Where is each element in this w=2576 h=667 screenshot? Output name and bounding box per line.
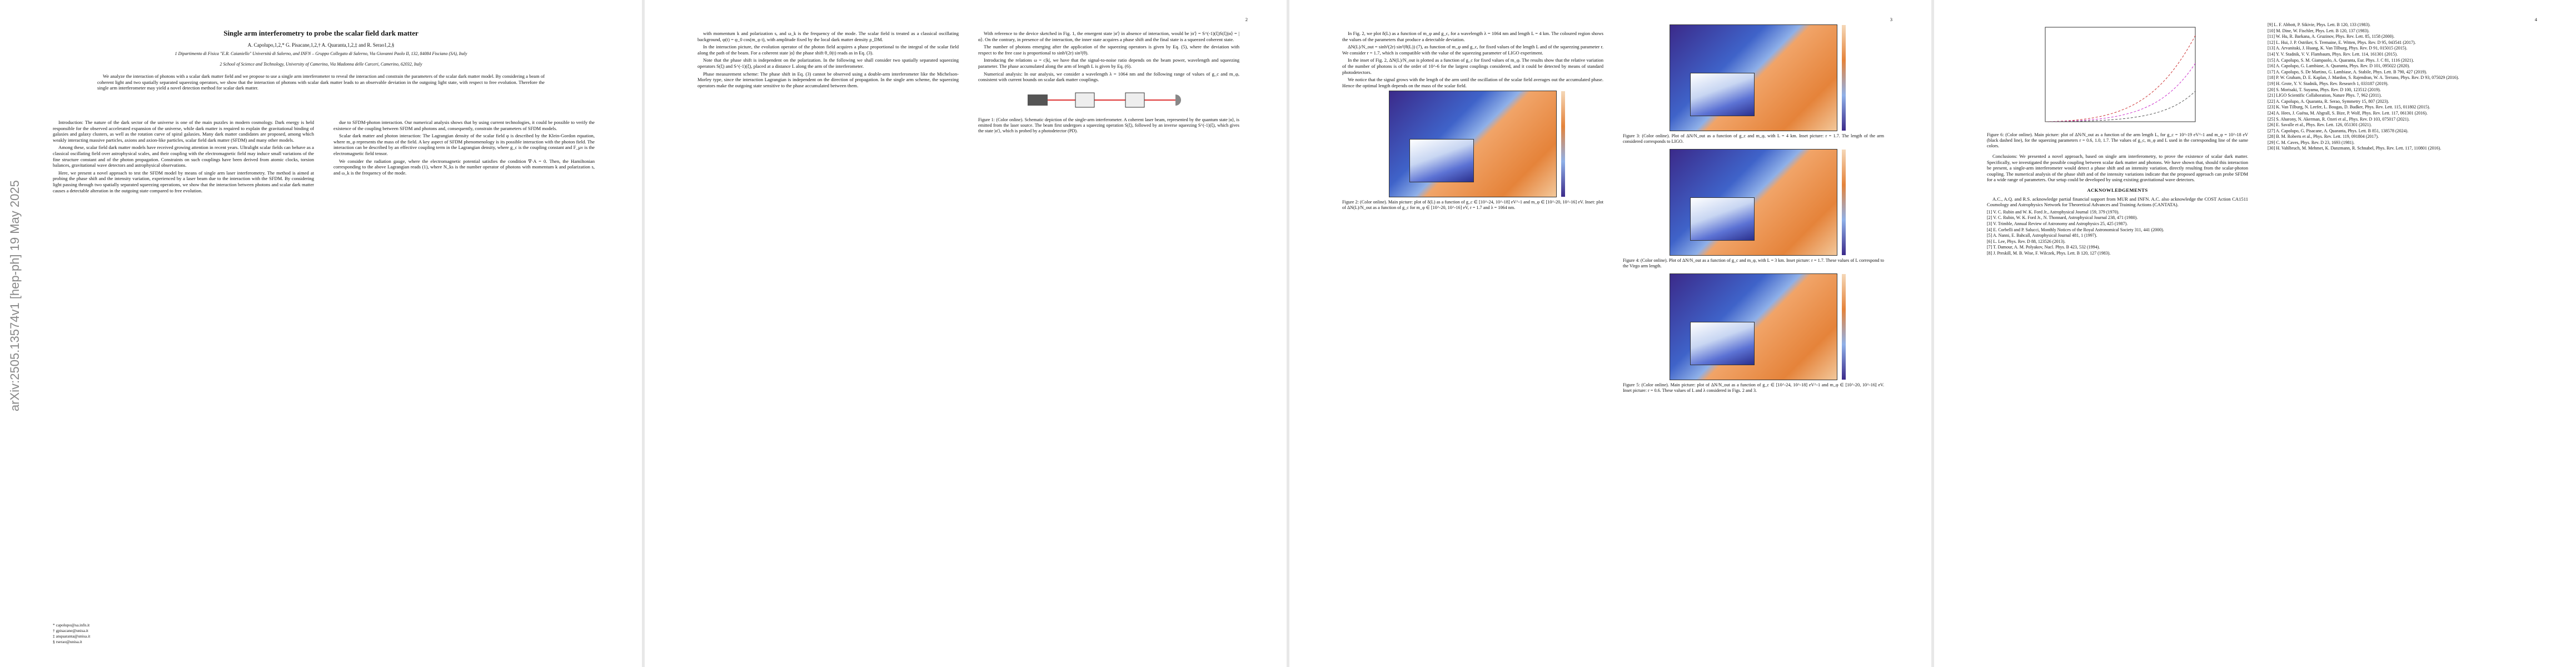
reference: [9] L. F. Abbott, P. Sikivie, Phys. Lett… <box>2268 22 2371 27</box>
paragraph: Among these, scalar field dark matter mo… <box>53 145 314 168</box>
reference: [25] S. Aharony, N. Akerman, R. Ozeri et… <box>2268 116 2410 122</box>
paragraph: Numerical analysis: In our analysis, we … <box>978 71 1239 83</box>
figure-caption: Figure 3: (Color online). Plot of ΔN/N_o… <box>1623 133 1884 144</box>
paragraph: In Fig. 2, we plot δ(L) as a function of… <box>1342 31 1603 42</box>
paragraph: ΔN(L)/N_out = sinh²(2r) sin²(θ(L)) (7), … <box>1342 44 1603 56</box>
figure-schematic <box>1028 92 1181 108</box>
figure-plot <box>1389 91 1565 198</box>
section-heading: ACKNOWLEDGEMENTS <box>2087 187 2148 193</box>
footnote: § rserao@unisa.it <box>53 639 82 644</box>
reference: [10] M. Dine, W. Fischler, Phys. Lett. B… <box>2268 28 2370 33</box>
reference: [22] A. Capolupo, A. Quaranta, R. Serao,… <box>2268 98 2389 104</box>
footnote: † gpisacane@unisa.it <box>53 628 88 633</box>
colorbar <box>1842 274 1846 380</box>
paragraph: Here, we present a novel approach to tes… <box>53 170 314 193</box>
reference: [8] J. Preskill, M. B. Wise, F. Wilczek,… <box>1987 250 2111 256</box>
column: due to SFDM-photon interaction. Our nume… <box>333 120 595 177</box>
reference: [12] L. Hui, J. P. Ostriker, S. Tremaine… <box>2268 39 2416 45</box>
footnote: * capolupo@sa.infn.it <box>53 623 90 628</box>
reference: [5] A. Nanni, E. Bahcall, Astrophysical … <box>1987 233 2097 238</box>
column: With reference to the device sketched in… <box>978 31 1239 138</box>
reference: [28] B. M. Roberts et al., Phys. Rev. Le… <box>2268 134 2379 140</box>
reference: [29] C. M. Caves, Phys. Rev. D 23, 1693 … <box>2268 140 2355 145</box>
column: Figure 6: (Color online). Main picture: … <box>1987 22 2248 257</box>
authors: A. Capolupo,1,2,* G. Pisacane,1,2,† A. Q… <box>247 42 395 48</box>
reference: [27] A. Capolupo, G. Pisacane, A. Quaran… <box>2268 128 2409 133</box>
figure-caption: Figure 5: (Color online). Main picture: … <box>1623 382 1884 393</box>
reference: [19] H. Grote, Y. V. Stadnik, Phys. Rev.… <box>2268 81 2389 86</box>
column: with momentum k and polarization s, and … <box>697 31 959 90</box>
reference: [14] Y. V. Stadnik, V. V. Flambaum, Phys… <box>2268 51 2398 57</box>
reference: [1] V. C. Rubin and W. K. Ford Jr., Astr… <box>1987 209 2120 215</box>
reference: [15] A. Capolupo, S. M. Giampaolo, A. Qu… <box>2268 57 2414 63</box>
page-number: 4 <box>2534 17 2537 22</box>
reference: [30] H. Vahlbruch, M. Mehmet, K. Danzman… <box>2268 146 2442 151</box>
reference: [6] L. Lee, Phys. Rev. D 88, 123526 (201… <box>1987 238 2066 244</box>
paragraph: with momentum k and polarization s, and … <box>697 31 959 42</box>
figure-plot <box>1670 149 1846 256</box>
figure-caption: Figure 2: (Color online). Main picture: … <box>1342 200 1603 211</box>
reference: [18] P. W. Graham, D. E. Kaplan, J. Mard… <box>2268 75 2459 81</box>
figure-inset <box>1690 321 1755 365</box>
footnote: ‡ anquaranta@unisa.it <box>53 634 91 639</box>
column: [9] L. F. Abbott, P. Sikivie, Phys. Lett… <box>2268 22 2529 152</box>
abstract: We analyze the interaction of photons wi… <box>97 73 545 91</box>
colorbar <box>1561 91 1565 197</box>
paragraph: Note that the phase shift is independent… <box>697 57 959 69</box>
paragraph: Conclusions: We presented a novel approa… <box>1987 153 2248 183</box>
figure-plot <box>1670 24 1846 131</box>
figure-caption: Figure 1: (Color online). Schematic depi… <box>978 117 1239 133</box>
page: 2 with momentum k and polarization s, and… <box>645 0 1287 667</box>
paragraph: In the inset of Fig. 2, ΔN(L)/N_out is p… <box>1342 57 1603 75</box>
paragraph: Introducing the relations ω = c|k|, we h… <box>978 57 1239 69</box>
page-number: 3 <box>1890 17 1892 22</box>
paragraph: Introduction: The nature of the dark sec… <box>53 120 314 143</box>
paragraph: due to SFDM-photon interaction. Our nume… <box>333 120 595 131</box>
reference: [13] A. Arvanitaki, J. Huang, K. Van Til… <box>2268 46 2408 51</box>
figure-inset <box>1690 197 1755 241</box>
colorbar <box>1842 25 1846 131</box>
page: 4 Figure 6: (Color online). Main picture:… <box>1934 0 2576 667</box>
reference: [4] E. Corbelli and P. Salucci, Monthly … <box>1987 227 2164 232</box>
figure-plot <box>2045 27 2196 122</box>
paragraph: Phase measurement scheme: The phase shif… <box>697 71 959 88</box>
figure-plot <box>1670 273 1846 380</box>
arxiv-stamp: arXiv:2505.13574v1 [hep-ph] 19 May 2025 <box>8 180 22 411</box>
reference: [17] A. Capolupo, S. De Martino, G. Lamb… <box>2268 69 2427 74</box>
reference: [21] LIGO Scientific Collaboration, Natu… <box>2268 93 2382 98</box>
figure-caption: Figure 4: (Color online). Plot of ΔN/N_o… <box>1623 258 1884 268</box>
affiliation: 1 Dipartimento di Fisica "E.R. Caianiell… <box>175 51 467 56</box>
paragraph: The number of photons emerging after the… <box>978 44 1239 56</box>
reference: [20] S. Morisaki, T. Suyama, Phys. Rev. … <box>2268 87 2381 92</box>
reference: [23] K. Van Tilburg, N. Leefer, L. Bouga… <box>2268 104 2430 110</box>
paragraph: With reference to the device sketched in… <box>978 31 1239 42</box>
reference: [7] T. Damour, A. M. Polyakov, Nucl. Phy… <box>1987 245 2100 250</box>
colorbar <box>1842 150 1846 255</box>
affiliation: 2 School of Science and Technology, Univ… <box>220 62 422 67</box>
paragraph: A.C., A.Q. and R.S. acknowledge partial … <box>1987 196 2248 208</box>
paragraph: Scalar dark matter and photon interactio… <box>333 133 595 156</box>
reference: [11] W. Hu, R. Barkana, A. Gruzinov, Phy… <box>2268 34 2395 39</box>
paragraph: We notice that the signal grows with the… <box>1342 77 1603 88</box>
reference: [3] V. Trimble, Annual Review of Astrono… <box>1987 221 2128 226</box>
page-number: 2 <box>1245 17 1248 22</box>
figure-caption: Figure 6: (Color online). Main picture: … <box>1987 132 2248 148</box>
page: arXiv:2505.13574v1 [hep-ph] 19 May 2025 S… <box>0 0 642 667</box>
column: Figure 3: (Color online). Plot of ΔN/N_o… <box>1623 22 1884 398</box>
column: Introduction: The nature of the dark sec… <box>53 120 314 195</box>
column: In Fig. 2, we plot δ(L) as a function of… <box>1342 31 1603 215</box>
paragraph: We consider the radiation gauge, where t… <box>333 158 595 176</box>
reference: [2] V. C. Rubin, W. K. Ford Jr., N. Thon… <box>1987 215 2138 221</box>
reference: [26] E. Savalle et al., Phys. Rev. Lett.… <box>2268 122 2372 128</box>
reference: [24] A. Hees, J. Guéna, M. Abgrall, S. B… <box>2268 110 2428 116</box>
figure-inset <box>1409 138 1474 182</box>
paper-title: Single arm interferometry to probe the s… <box>223 29 418 37</box>
reference: [16] A. Capolupo, G. Lambiase, A. Quaran… <box>2268 63 2410 69</box>
figure-inset <box>1690 72 1755 116</box>
paragraph: In the interaction picture, the evolutio… <box>697 44 959 56</box>
page: 3 In Fig. 2, we plot δ(L) as a function o… <box>1289 0 1931 667</box>
